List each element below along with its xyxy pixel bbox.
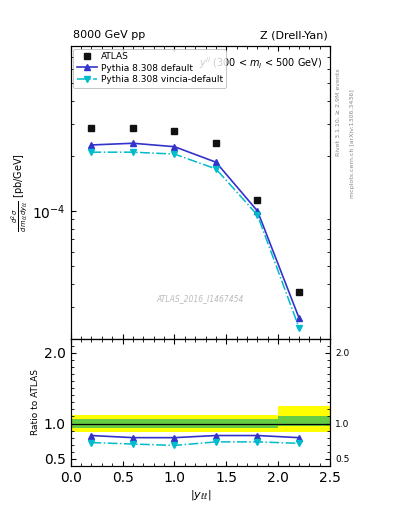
Text: Rivet 3.1.10, ≥ 2.9M events: Rivet 3.1.10, ≥ 2.9M events xyxy=(336,69,341,157)
Pythia 8.308 default xyxy=(130,140,135,146)
ATLAS xyxy=(214,140,219,146)
Pythia 8.308 vincia-default xyxy=(172,151,177,157)
Text: ATLAS_2016_I1467454: ATLAS_2016_I1467454 xyxy=(157,294,244,304)
Line: Pythia 8.308 vincia-default: Pythia 8.308 vincia-default xyxy=(89,150,302,330)
Pythia 8.308 default xyxy=(255,208,260,214)
Pythia 8.308 vincia-default xyxy=(130,149,135,155)
ATLAS xyxy=(89,125,94,131)
ATLAS xyxy=(130,125,135,131)
Pythia 8.308 default xyxy=(297,315,301,321)
Pythia 8.308 vincia-default xyxy=(89,149,94,155)
Pythia 8.308 default xyxy=(214,159,219,165)
Legend: ATLAS, Pythia 8.308 default, Pythia 8.308 vincia-default: ATLAS, Pythia 8.308 default, Pythia 8.30… xyxy=(73,49,226,88)
Pythia 8.308 default xyxy=(172,144,177,150)
Text: 8000 GeV pp: 8000 GeV pp xyxy=(73,30,145,40)
Text: Z (Drell-Yan): Z (Drell-Yan) xyxy=(260,30,327,40)
X-axis label: $|y_{\ell\ell}|$: $|y_{\ell\ell}|$ xyxy=(190,487,211,502)
Text: mcplots.cern.ch [arXiv:1306.3436]: mcplots.cern.ch [arXiv:1306.3436] xyxy=(350,89,355,198)
ATLAS xyxy=(297,289,301,295)
Pythia 8.308 default xyxy=(89,142,94,148)
Y-axis label: $\frac{d^2\sigma}{d\,m_{\ell\ell}\,dy_{\ell\ell}}$ [pb/GeV]: $\frac{d^2\sigma}{d\,m_{\ell\ell}\,dy_{\… xyxy=(9,153,29,232)
Line: Pythia 8.308 default: Pythia 8.308 default xyxy=(89,140,302,321)
Line: ATLAS: ATLAS xyxy=(88,124,303,295)
Pythia 8.308 vincia-default xyxy=(214,166,219,172)
Text: $y^{ll}$ (300 < $m_l$ < 500 GeV): $y^{ll}$ (300 < $m_l$ < 500 GeV) xyxy=(199,55,322,71)
ATLAS xyxy=(255,197,260,203)
Pythia 8.308 vincia-default xyxy=(255,212,260,218)
ATLAS xyxy=(172,127,177,134)
Pythia 8.308 vincia-default xyxy=(297,325,301,331)
Y-axis label: Ratio to ATLAS: Ratio to ATLAS xyxy=(31,369,40,435)
